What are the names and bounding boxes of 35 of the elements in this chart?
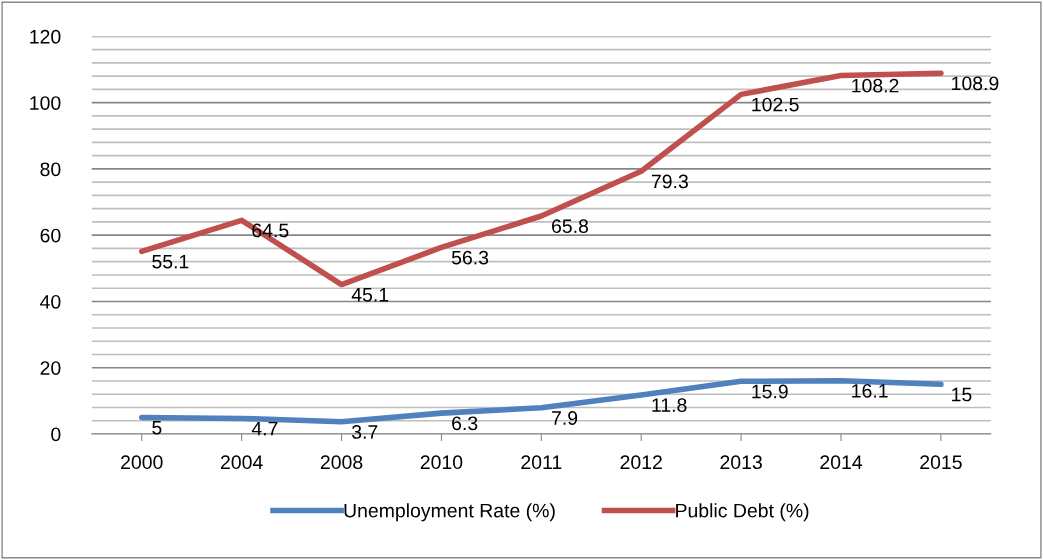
data-label: 4.7	[251, 421, 278, 436]
data-label: 108.9	[952, 76, 999, 91]
x-tick-label: 2004	[220, 455, 263, 470]
data-label: 79.3	[651, 174, 688, 189]
x-tick-label: 2010	[420, 455, 463, 470]
data-label: 3.7	[351, 425, 378, 439]
x-tick-label: 2000	[121, 455, 163, 470]
y-tick-label: 80	[40, 162, 61, 177]
data-label: 7.9	[552, 411, 578, 425]
data-label: 15.9	[752, 384, 788, 399]
y-tick-label: 40	[40, 294, 61, 309]
data-label: 45.1	[351, 288, 389, 302]
x-tick-label: 2011	[521, 455, 562, 470]
x-tick-label: 2015	[920, 455, 962, 470]
data-label: 15	[952, 387, 972, 402]
data-label: 6.3	[452, 416, 478, 431]
y-tick-label: 60	[40, 228, 61, 243]
y-tick-label: 20	[40, 361, 61, 375]
y-tick-label: 120	[30, 29, 61, 44]
x-tick-label: 2008	[320, 455, 363, 470]
data-label: 5	[152, 420, 162, 435]
data-label: 55.1	[152, 254, 189, 269]
data-label: 102.5	[752, 97, 799, 112]
y-tick-label: 0	[51, 427, 61, 442]
legend-label: Unemployment Rate (%)	[344, 503, 555, 522]
x-tick-label: 2012	[620, 455, 662, 470]
data-label: 16.1	[852, 383, 888, 398]
data-label: 11.8	[652, 398, 687, 412]
data-label: 108.2	[852, 78, 899, 93]
data-label: 65.8	[552, 219, 589, 234]
x-tick-label: 2013	[720, 455, 762, 470]
y-tick-label: 100	[30, 96, 61, 110]
data-label: 56.3	[451, 250, 489, 265]
legend-label: Public Debt (%)	[676, 503, 809, 522]
x-tick-label: 2014	[820, 455, 863, 470]
